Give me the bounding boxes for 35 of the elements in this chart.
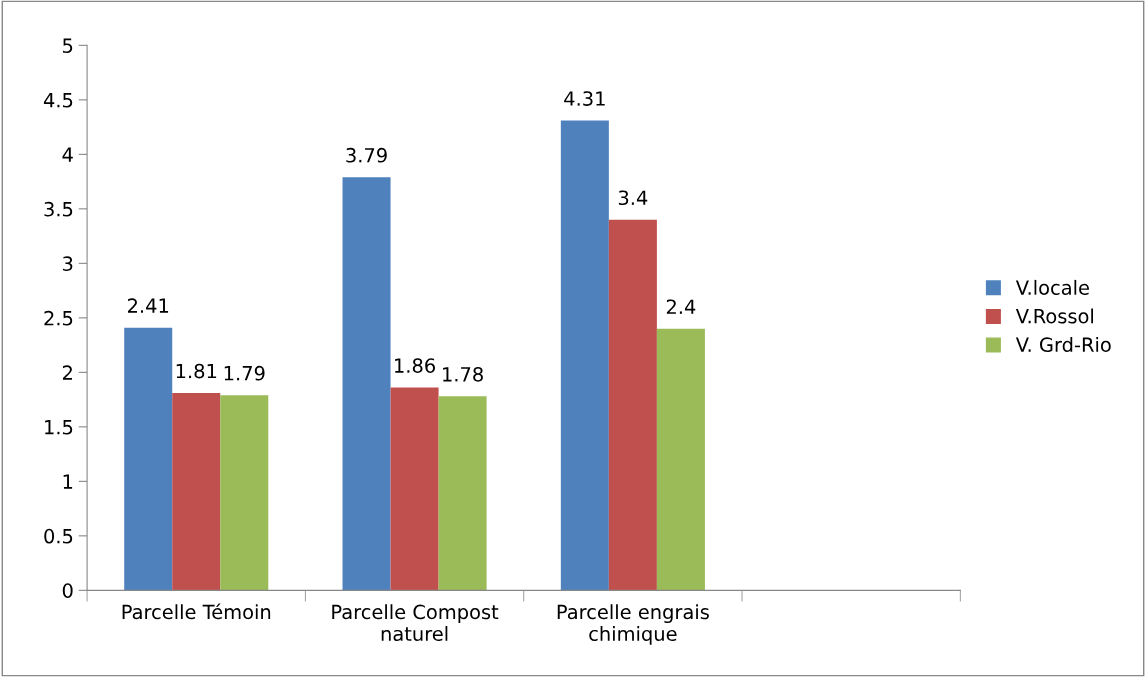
bar <box>560 120 609 591</box>
data-label: 3.4 <box>618 190 648 206</box>
data-label: 2.41 <box>128 298 169 313</box>
y-tick-label: 0.5 <box>44 528 73 544</box>
y-tick-label: 2 <box>62 365 72 380</box>
data-label: 1.81 <box>176 363 217 379</box>
data-label: 4.31 <box>564 91 605 106</box>
data-label: 1.79 <box>224 365 265 381</box>
data-label: 1.86 <box>395 358 435 373</box>
y-tick-label: 4 <box>62 147 73 162</box>
y-tick-label: 1.5 <box>45 420 73 435</box>
bar <box>220 395 269 591</box>
y-tick-label: 2.5 <box>44 310 73 326</box>
x-tick-label: Parcelle Compost naturel <box>332 604 499 642</box>
y-tick-label: 3 <box>63 256 73 272</box>
legend-label: V. Grd-Rio <box>1015 336 1111 353</box>
bar <box>608 219 657 591</box>
legend-label: V.locale <box>1015 279 1089 295</box>
data-label: 1.78 <box>443 366 483 382</box>
y-tick-label: 0 <box>62 583 73 599</box>
bar <box>124 327 173 591</box>
bar <box>438 396 487 591</box>
x-tick-label: Parcelle engrais chimique <box>557 604 709 645</box>
y-tick-label: 1 <box>63 474 73 489</box>
bar <box>172 393 221 591</box>
y-tick-label: 3.5 <box>44 201 73 217</box>
x-tick-label: Parcelle Témoin <box>122 603 271 620</box>
y-tick-label: 5 <box>63 38 73 54</box>
y-tick-label: 4.5 <box>43 93 73 108</box>
bar <box>342 177 391 591</box>
bar <box>390 387 439 591</box>
legend-label: V.Rossol <box>1015 308 1093 324</box>
data-label: 2.4 <box>666 299 696 314</box>
data-label: 3.79 <box>346 147 387 163</box>
bar <box>656 328 705 591</box>
